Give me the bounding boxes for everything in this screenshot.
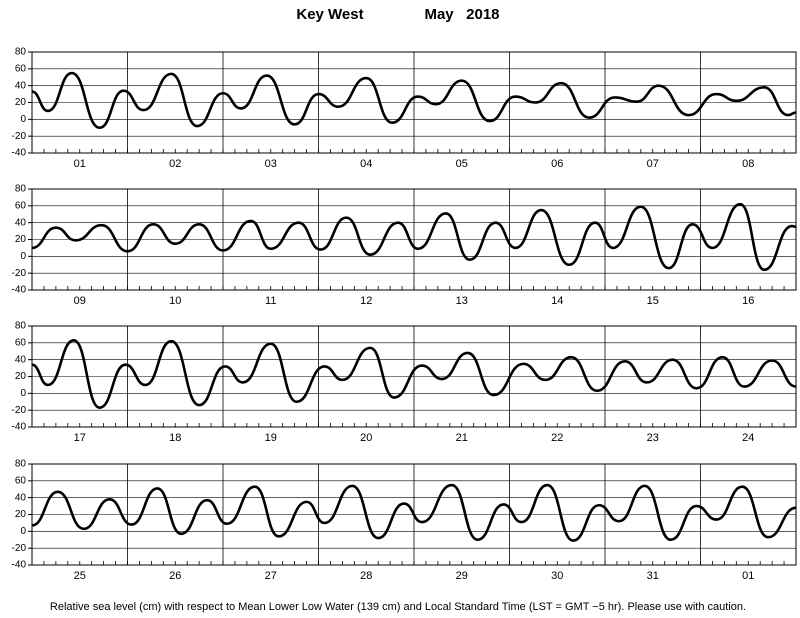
y-tick-label: 0 [20,526,26,537]
footnote: Relative sea level (cm) with respect to … [50,601,746,613]
y-tick-label: 60 [15,63,27,74]
day-label: 03 [265,158,277,170]
y-tick-label: -40 [12,148,27,159]
day-label: 26 [169,570,181,582]
y-tick-label: 80 [15,459,27,470]
day-label: 17 [74,432,86,444]
day-label: 20 [360,432,372,444]
day-label: 18 [169,432,181,444]
y-tick-label: 40 [15,80,27,91]
y-tick-label: 40 [15,492,27,503]
day-label: 19 [265,432,277,444]
day-label: 10 [169,295,181,307]
day-label: 15 [647,295,659,307]
chart-title: Key West [296,6,363,23]
day-label: 31 [647,570,659,582]
y-tick-label: 40 [15,354,27,365]
day-label: 08 [742,158,754,170]
y-tick-label: 0 [20,251,26,262]
tide-line [31,483,797,542]
y-tick-label: 80 [15,47,27,58]
y-tick-label: 20 [15,509,27,520]
day-label: 02 [169,158,181,170]
chart-date: May 2018 [424,6,499,23]
day-label: 24 [742,432,754,444]
day-label: 21 [456,432,468,444]
day-label: 06 [551,158,563,170]
day-label: 11 [265,295,276,307]
day-label: 23 [647,432,659,444]
day-label: 30 [551,570,563,582]
day-label: 14 [551,295,563,307]
day-label: 25 [74,570,86,582]
y-tick-label: 80 [15,184,27,195]
y-tick-label: -20 [12,405,27,416]
y-tick-label: 40 [15,217,27,228]
day-label: 04 [360,158,372,170]
y-tick-label: 60 [15,337,27,348]
y-tick-label: 60 [15,200,27,211]
y-tick-label: 20 [15,97,27,108]
y-tick-label: -40 [12,560,27,571]
tide-line [31,71,797,130]
day-label: 01 [74,158,86,170]
y-tick-label: -40 [12,285,27,296]
tide-line [31,202,797,272]
day-label: 28 [360,570,372,582]
y-tick-label: 0 [20,114,26,125]
y-tick-label: 0 [20,388,26,399]
y-tick-label: -20 [12,131,27,142]
y-tick-label: 80 [15,321,27,332]
day-label: 12 [360,295,372,307]
y-tick-label: -40 [12,422,27,433]
y-tick-label: -20 [12,543,27,554]
day-label: 22 [551,432,563,444]
y-tick-label: -20 [12,268,27,279]
day-label: 01 [742,570,754,582]
day-label: 05 [456,158,468,170]
y-tick-label: 20 [15,234,27,245]
day-label: 13 [456,295,468,307]
y-tick-label: 60 [15,475,27,486]
day-label: 16 [742,295,754,307]
day-label: 09 [74,295,86,307]
y-tick-label: 20 [15,371,27,382]
day-label: 07 [647,158,659,170]
day-label: 27 [265,570,277,582]
tide-line [31,339,797,409]
day-label: 29 [456,570,468,582]
